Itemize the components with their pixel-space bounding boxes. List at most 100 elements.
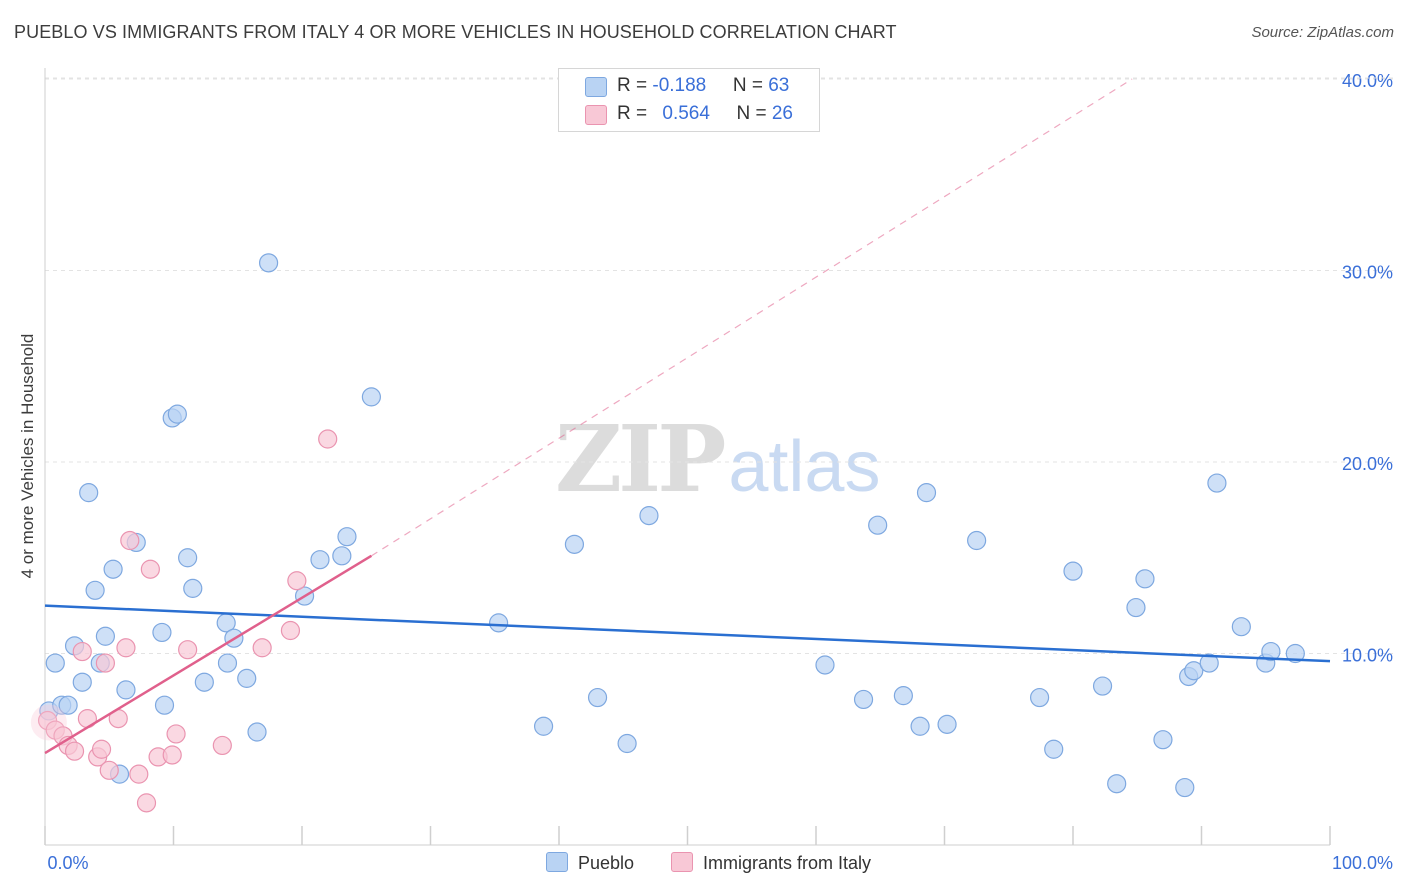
pueblo-point xyxy=(217,653,238,673)
italy-cluster-halo xyxy=(30,704,67,741)
legend-r-label: R = xyxy=(617,103,653,124)
italy-trend-line xyxy=(44,554,373,755)
pueblo-point xyxy=(1184,661,1204,681)
italy-point xyxy=(64,741,85,761)
pueblo-point xyxy=(95,626,115,646)
italy-swatch xyxy=(585,105,607,125)
pueblo-point xyxy=(116,680,136,700)
pueblo-point xyxy=(1199,653,1219,673)
pueblo-point xyxy=(178,548,198,568)
pueblo-point xyxy=(337,527,357,547)
pueblo-point xyxy=(194,672,214,692)
pueblo-point xyxy=(79,483,99,503)
pueblo-point xyxy=(489,613,509,633)
correlation-legend: R = -0.188 N = 63 R = 0.564 N = 26 xyxy=(558,68,820,132)
pueblo-point xyxy=(167,404,187,424)
y-tick-label: 10.0% xyxy=(1342,646,1393,666)
pueblo-point xyxy=(967,530,987,551)
pueblo-point xyxy=(103,559,123,579)
pueblo-point xyxy=(1044,739,1064,759)
pueblo-point xyxy=(916,483,937,503)
pueblo-point xyxy=(154,695,175,715)
pueblo-point xyxy=(85,580,105,600)
italy-point xyxy=(91,739,112,759)
pueblo-point xyxy=(1261,641,1281,662)
pueblo-point xyxy=(617,733,637,754)
pueblo-point xyxy=(1126,597,1146,618)
italy-point xyxy=(212,735,232,756)
legend-n-label: N = xyxy=(732,75,769,96)
italy-point xyxy=(99,760,119,780)
chart-title: PUEBLO VS IMMIGRANTS FROM ITALY 4 OR MOR… xyxy=(14,22,897,42)
y-tick-label: 30.0% xyxy=(1342,263,1393,283)
pueblo-point xyxy=(152,622,172,643)
source-credit: Source: ZipAtlas.com xyxy=(1251,24,1394,41)
italy-point xyxy=(72,641,92,662)
pueblo-point xyxy=(893,686,913,706)
pueblo-point xyxy=(1092,676,1113,696)
pueblo-point xyxy=(533,716,554,736)
bottom-legend-pueblo-label: Pueblo xyxy=(578,853,635,873)
pueblo-point xyxy=(1107,774,1127,794)
pueblo-point xyxy=(1153,730,1173,750)
legend-r-value-italy: 0.564 xyxy=(662,103,710,124)
pueblo-point xyxy=(937,714,957,734)
italy-point xyxy=(252,638,272,658)
pueblo-point xyxy=(910,716,930,736)
y-tick-label: 40.0% xyxy=(1342,71,1393,91)
italy-point xyxy=(318,429,338,449)
pueblo-trend-line xyxy=(44,604,1331,663)
pueblo-point xyxy=(183,578,203,598)
bottom-legend-pueblo: Pueblo xyxy=(546,852,634,874)
legend-n-label: N = xyxy=(736,103,772,124)
legend-r-label: R = xyxy=(617,75,653,96)
x-tick-label-min: 0.0% xyxy=(47,853,88,873)
pueblo-point xyxy=(361,387,381,407)
watermark-atlas: atlas xyxy=(728,427,881,507)
legend-n-value-italy: 26 xyxy=(771,103,793,124)
italy-point xyxy=(116,638,136,658)
pueblo-point xyxy=(587,687,608,708)
bottom-legend-italy: Immigrants from Italy xyxy=(671,852,871,874)
pueblo-point xyxy=(868,515,888,535)
pueblo-point xyxy=(310,550,330,570)
pueblo-point xyxy=(1135,569,1155,589)
legend-n-value-pueblo: 63 xyxy=(768,75,790,96)
pueblo-point xyxy=(247,722,267,742)
x-tick-label-max: 100.0% xyxy=(1332,853,1393,873)
watermark: ZIPatlas xyxy=(555,405,880,513)
pueblo-point xyxy=(237,668,257,688)
italy-point xyxy=(140,559,160,579)
italy-point xyxy=(287,571,307,591)
pueblo-point xyxy=(1175,777,1195,798)
pueblo-point xyxy=(258,253,279,273)
pueblo-swatch xyxy=(585,77,607,97)
y-tick-label: 20.0% xyxy=(1342,454,1393,474)
pueblo-point xyxy=(1029,687,1050,708)
italy-point xyxy=(162,745,182,765)
legend-r-value-pueblo: -0.188 xyxy=(652,75,707,96)
pueblo-swatch xyxy=(546,852,568,872)
pueblo-point xyxy=(72,672,92,692)
italy-trend-extension xyxy=(371,78,1133,557)
italy-point xyxy=(136,793,157,813)
italy-point xyxy=(178,640,198,660)
italy-point xyxy=(280,620,301,641)
pueblo-point xyxy=(1063,561,1083,581)
italy-point xyxy=(95,653,115,673)
italy-point xyxy=(166,724,186,744)
pueblo-point xyxy=(1207,473,1227,493)
pueblo-point xyxy=(853,689,874,710)
bottom-legend-italy-label: Immigrants from Italy xyxy=(703,853,872,873)
italy-point xyxy=(129,764,149,784)
italy-swatch xyxy=(671,852,693,872)
italy-point xyxy=(120,530,140,551)
pueblo-point xyxy=(639,506,659,526)
pueblo-point xyxy=(45,653,65,673)
pueblo-point xyxy=(564,534,585,554)
pueblo-point xyxy=(1231,617,1251,637)
pueblo-point xyxy=(58,695,78,715)
pueblo-point xyxy=(815,655,835,675)
pueblo-point xyxy=(1285,643,1305,664)
